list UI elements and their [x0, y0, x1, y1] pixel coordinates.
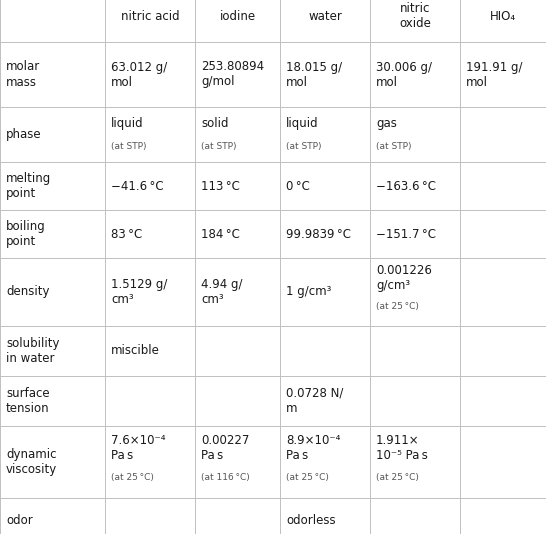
- Text: 0.001226
g/cm³: 0.001226 g/cm³: [376, 264, 432, 293]
- Text: −163.6 °C: −163.6 °C: [376, 179, 436, 192]
- Text: −151.7 °C: −151.7 °C: [376, 227, 436, 240]
- Text: 0.00227
Pa s: 0.00227 Pa s: [201, 434, 250, 461]
- Text: melting
point: melting point: [6, 172, 51, 200]
- Text: solubility
in water: solubility in water: [6, 337, 60, 365]
- Text: 4.94 g/
cm³: 4.94 g/ cm³: [201, 278, 242, 306]
- Text: (at 25 °C): (at 25 °C): [376, 473, 419, 482]
- Text: 1.911×
10⁻⁵ Pa s: 1.911× 10⁻⁵ Pa s: [376, 434, 428, 461]
- Text: 184 °C: 184 °C: [201, 227, 240, 240]
- Text: boiling
point: boiling point: [6, 220, 46, 248]
- Text: (at STP): (at STP): [201, 142, 236, 151]
- Text: liquid: liquid: [111, 117, 144, 130]
- Text: surface
tension: surface tension: [6, 387, 50, 415]
- Text: miscible: miscible: [111, 344, 160, 357]
- Text: (at STP): (at STP): [111, 142, 146, 151]
- Text: (at 25 °C): (at 25 °C): [286, 473, 329, 482]
- Text: density: density: [6, 286, 50, 299]
- Text: liquid: liquid: [286, 117, 319, 130]
- Text: phase: phase: [6, 128, 41, 141]
- Text: 191.91 g/
mol: 191.91 g/ mol: [466, 60, 523, 89]
- Text: solid: solid: [201, 117, 228, 130]
- Text: (at 116 °C): (at 116 °C): [201, 473, 250, 482]
- Text: iodine: iodine: [219, 10, 256, 22]
- Text: 8.9×10⁻⁴
Pa s: 8.9×10⁻⁴ Pa s: [286, 434, 340, 461]
- Text: HIO₄: HIO₄: [490, 10, 516, 22]
- Text: 0 °C: 0 °C: [286, 179, 310, 192]
- Text: odorless: odorless: [286, 514, 336, 528]
- Text: 1 g/cm³: 1 g/cm³: [286, 286, 331, 299]
- Text: (at 25 °C): (at 25 °C): [111, 473, 154, 482]
- Text: (at STP): (at STP): [286, 142, 322, 151]
- Text: 30.006 g/
mol: 30.006 g/ mol: [376, 60, 432, 89]
- Text: 18.015 g/
mol: 18.015 g/ mol: [286, 60, 342, 89]
- Text: −41.6 °C: −41.6 °C: [111, 179, 164, 192]
- Text: 113 °C: 113 °C: [201, 179, 240, 192]
- Text: 63.012 g/
mol: 63.012 g/ mol: [111, 60, 167, 89]
- Text: water: water: [308, 10, 342, 22]
- Text: nitric acid: nitric acid: [121, 10, 179, 22]
- Text: nitric
oxide: nitric oxide: [399, 2, 431, 30]
- Text: 83 °C: 83 °C: [111, 227, 143, 240]
- Text: 99.9839 °C: 99.9839 °C: [286, 227, 351, 240]
- Text: molar
mass: molar mass: [6, 60, 40, 89]
- Text: 1.5129 g/
cm³: 1.5129 g/ cm³: [111, 278, 168, 306]
- Text: (at STP): (at STP): [376, 142, 412, 151]
- Text: (at 25 °C): (at 25 °C): [376, 302, 419, 311]
- Text: 7.6×10⁻⁴
Pa s: 7.6×10⁻⁴ Pa s: [111, 434, 165, 461]
- Text: gas: gas: [376, 117, 397, 130]
- Text: 253.80894
g/mol: 253.80894 g/mol: [201, 60, 264, 89]
- Text: odor: odor: [6, 514, 33, 528]
- Text: dynamic
viscosity: dynamic viscosity: [6, 448, 57, 476]
- Text: 0.0728 N/
m: 0.0728 N/ m: [286, 387, 343, 415]
